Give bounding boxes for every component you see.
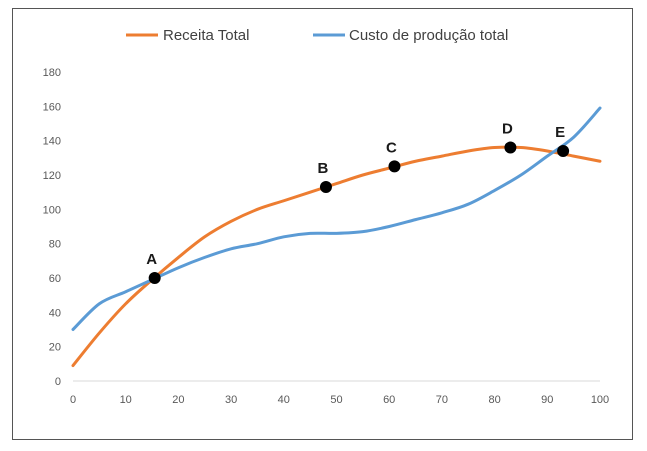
x-axis: 0 10 20 30 40 50 60 70 80 90 100 [70, 380, 609, 406]
y-tick-label: 180 [43, 67, 61, 79]
legend-label-receita-total: Receita Total [163, 27, 249, 44]
marked-points: A B C D E [146, 121, 570, 284]
y-tick-label: 40 [49, 307, 61, 319]
point-e-label: E [555, 124, 565, 141]
point-d-label: D [502, 121, 513, 138]
x-tick-label: 10 [120, 394, 132, 406]
x-tick-label: 70 [436, 394, 448, 406]
x-tick-label: 100 [591, 394, 609, 406]
series-line-custo-producao-total [71, 106, 602, 331]
y-tick-label: 60 [49, 273, 61, 285]
series-lines [71, 106, 602, 368]
y-tick-label: 80 [49, 239, 61, 251]
legend: Receita Total Custo de produção total [126, 27, 508, 44]
point-d-marker [504, 141, 517, 154]
y-tick-label: 120 [43, 170, 61, 182]
line-chart: Receita Total Custo de produção total 0 20… [43, 27, 610, 406]
point-a-label: A [146, 251, 157, 268]
point-b-label: B [318, 160, 329, 177]
x-tick-label: 40 [278, 394, 290, 406]
point-c-marker [388, 160, 401, 173]
y-tick-label: 140 [43, 136, 61, 148]
chart-frame: Receita Total Custo de produção total 0 20… [12, 8, 633, 440]
legend-label-custo-producao-total: Custo de produção total [349, 27, 508, 44]
x-tick-label: 20 [172, 394, 184, 406]
x-tick-label: 90 [541, 394, 553, 406]
y-tick-label: 160 [43, 101, 61, 113]
point-e-marker [557, 144, 570, 157]
y-tick-label: 0 [55, 376, 61, 388]
x-tick-label: 60 [383, 394, 395, 406]
point-b-marker [319, 181, 332, 194]
y-tick-label: 100 [43, 204, 61, 216]
point-c-label: C [386, 139, 397, 156]
x-tick-label: 30 [225, 394, 237, 406]
x-tick-label: 0 [70, 394, 76, 406]
point-a-marker [148, 272, 161, 284]
x-tick-label: 80 [488, 394, 500, 406]
x-tick-label: 50 [330, 394, 342, 406]
y-tick-label: 20 [49, 342, 61, 354]
y-axis: 0 20 40 60 80 100 120 140 160 180 [43, 67, 61, 388]
